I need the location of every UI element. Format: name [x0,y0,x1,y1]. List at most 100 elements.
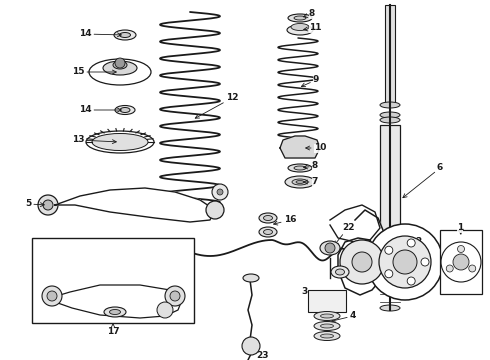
Text: 15: 15 [72,68,116,77]
Ellipse shape [288,14,312,22]
Ellipse shape [314,321,340,330]
Ellipse shape [264,216,272,220]
Ellipse shape [331,266,349,278]
Circle shape [42,286,62,306]
Text: 12: 12 [195,94,238,118]
Bar [32,238,194,323]
Circle shape [407,239,415,247]
Ellipse shape [120,32,130,37]
Bar [440,230,482,294]
Ellipse shape [314,332,340,341]
Circle shape [393,250,417,274]
Ellipse shape [109,310,121,315]
Polygon shape [338,210,388,295]
Circle shape [340,240,384,284]
Ellipse shape [296,180,304,184]
Circle shape [441,242,481,282]
Text: 14: 14 [79,30,122,39]
Text: 19: 19 [36,239,52,279]
Circle shape [38,195,58,215]
Circle shape [453,254,469,270]
Bar [385,5,395,105]
Text: 11: 11 [304,23,321,32]
Text: 5: 5 [25,199,44,208]
Ellipse shape [86,131,154,153]
Text: 2: 2 [408,238,421,259]
Ellipse shape [320,241,340,255]
Circle shape [217,189,223,195]
Text: 14: 14 [79,105,122,114]
Bar [308,290,346,312]
Circle shape [43,200,53,210]
Circle shape [49,244,61,256]
Circle shape [157,302,173,318]
Text: 21: 21 [345,261,366,271]
Circle shape [325,243,335,253]
Circle shape [385,270,393,278]
Polygon shape [50,285,182,318]
Text: 3: 3 [301,288,315,299]
Circle shape [458,246,465,252]
Text: 19: 19 [169,239,181,281]
Ellipse shape [320,324,334,328]
Ellipse shape [320,314,334,318]
Ellipse shape [294,166,306,170]
Text: 6: 6 [403,163,443,198]
Text: 13: 13 [72,135,116,144]
Ellipse shape [287,25,313,35]
Ellipse shape [314,311,340,320]
Ellipse shape [380,305,400,311]
Ellipse shape [336,269,344,275]
Text: 16: 16 [273,216,296,225]
Circle shape [47,291,57,301]
Circle shape [165,286,185,306]
Text: 9: 9 [301,76,319,87]
Circle shape [446,265,453,272]
Text: 7: 7 [304,177,318,186]
Text: 1: 1 [457,224,463,234]
Circle shape [407,277,415,285]
Bar [380,125,400,265]
Ellipse shape [264,230,272,234]
Circle shape [115,58,125,68]
Ellipse shape [259,213,277,223]
Ellipse shape [103,61,137,75]
Ellipse shape [115,105,135,114]
Ellipse shape [243,274,259,282]
Text: 8: 8 [304,162,318,171]
Text: 10: 10 [306,144,326,153]
Ellipse shape [380,102,400,108]
Ellipse shape [380,117,400,123]
Circle shape [367,224,443,300]
Text: 8: 8 [303,9,315,18]
Circle shape [352,252,372,272]
Text: 20: 20 [173,239,191,249]
Text: 22: 22 [334,224,354,245]
Ellipse shape [114,30,136,40]
Circle shape [469,265,476,272]
Ellipse shape [120,108,130,112]
Text: 18: 18 [89,314,112,327]
Text: 23: 23 [253,350,268,360]
Text: 4: 4 [332,311,356,322]
Text: 17: 17 [107,324,119,337]
Circle shape [206,201,224,219]
Ellipse shape [294,16,306,20]
Polygon shape [280,136,320,158]
Polygon shape [330,205,380,242]
Ellipse shape [113,61,127,69]
Circle shape [242,337,260,355]
Ellipse shape [89,59,151,85]
Ellipse shape [380,112,400,118]
Ellipse shape [285,176,315,188]
Circle shape [421,258,429,266]
Ellipse shape [288,164,312,172]
Circle shape [379,236,431,288]
Circle shape [385,246,393,254]
Ellipse shape [259,227,277,237]
Ellipse shape [92,134,148,150]
Circle shape [170,291,180,301]
Ellipse shape [292,179,308,185]
Ellipse shape [104,307,126,317]
Circle shape [212,184,228,200]
